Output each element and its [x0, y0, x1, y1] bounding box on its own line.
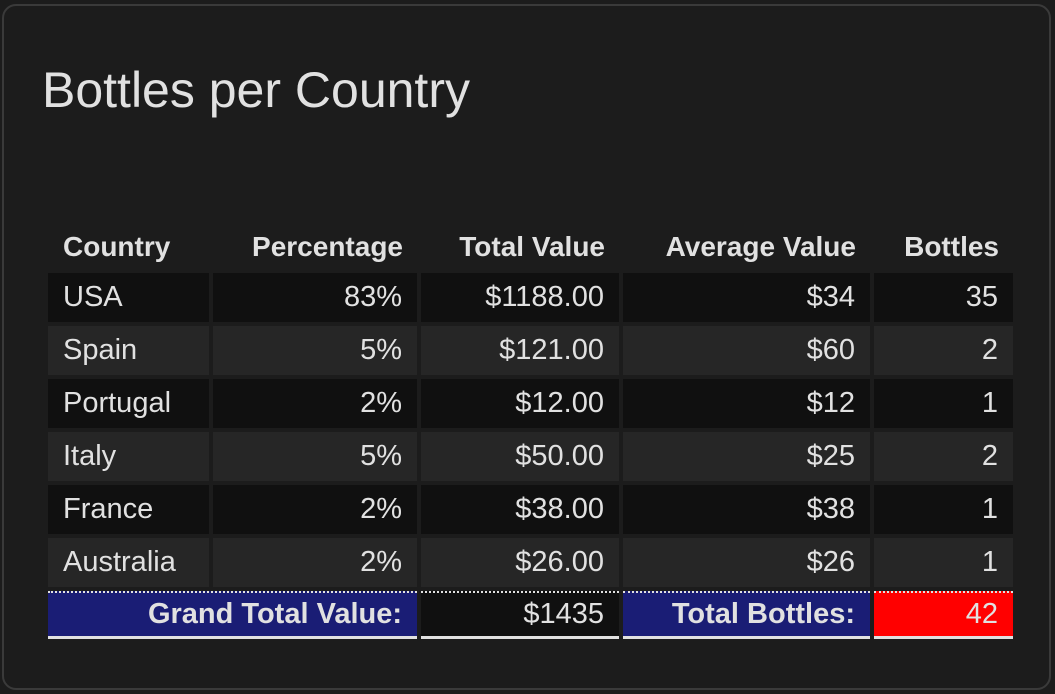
cell-country: USA [48, 273, 209, 322]
cell-bottles: 1 [874, 379, 1013, 428]
cell-percentage: 5% [213, 326, 417, 375]
grand-total-label: Grand Total Value: [48, 591, 417, 639]
cell-average-value: $26 [623, 538, 870, 587]
cell-percentage: 2% [213, 485, 417, 534]
cell-total-value: $26.00 [421, 538, 619, 587]
table-row: France 2% $38.00 $38 1 [48, 485, 1013, 534]
header-country: Country [63, 231, 171, 262]
cell-average-value: $25 [623, 432, 870, 481]
bottles-table: Country Percentage Total Value Average V… [44, 221, 1017, 643]
cell-country: Italy [48, 432, 209, 481]
bottles-per-country-card: Bottles per Country Country Percentage T… [2, 4, 1051, 690]
cell-country: Spain [48, 326, 209, 375]
cell-average-value: $38 [623, 485, 870, 534]
cell-bottles: 2 [874, 326, 1013, 375]
cell-average-value: $34 [623, 273, 870, 322]
cell-total-value: $121.00 [421, 326, 619, 375]
cell-average-value: $60 [623, 326, 870, 375]
cell-country: Portugal [48, 379, 209, 428]
header-bottles: Bottles [904, 231, 999, 262]
total-bottles-value: 42 [874, 591, 1013, 639]
header-total-value: Total Value [459, 231, 605, 262]
cell-total-value: $38.00 [421, 485, 619, 534]
cell-total-value: $1188.00 [421, 273, 619, 322]
cell-total-value: $50.00 [421, 432, 619, 481]
cell-total-value: $12.00 [421, 379, 619, 428]
cell-percentage: 2% [213, 538, 417, 587]
cell-percentage: 2% [213, 379, 417, 428]
table-header-row: Country Percentage Total Value Average V… [48, 225, 1013, 269]
cell-country: France [48, 485, 209, 534]
cell-percentage: 83% [213, 273, 417, 322]
header-average-value: Average Value [665, 231, 856, 262]
totals-row: Grand Total Value: $1435 Total Bottles: … [48, 591, 1013, 639]
table-row: Italy 5% $50.00 $25 2 [48, 432, 1013, 481]
card-title: Bottles per Country [42, 62, 470, 118]
cell-bottles: 1 [874, 485, 1013, 534]
total-bottles-label: Total Bottles: [623, 591, 870, 639]
table-row: USA 83% $1188.00 $34 35 [48, 273, 1013, 322]
table-row: Australia 2% $26.00 $26 1 [48, 538, 1013, 587]
grand-total-value: $1435 [421, 591, 619, 639]
cell-bottles: 35 [874, 273, 1013, 322]
cell-bottles: 2 [874, 432, 1013, 481]
cell-average-value: $12 [623, 379, 870, 428]
cell-country: Australia [48, 538, 209, 587]
header-percentage: Percentage [252, 231, 403, 262]
table-row: Portugal 2% $12.00 $12 1 [48, 379, 1013, 428]
cell-percentage: 5% [213, 432, 417, 481]
table-row: Spain 5% $121.00 $60 2 [48, 326, 1013, 375]
cell-bottles: 1 [874, 538, 1013, 587]
